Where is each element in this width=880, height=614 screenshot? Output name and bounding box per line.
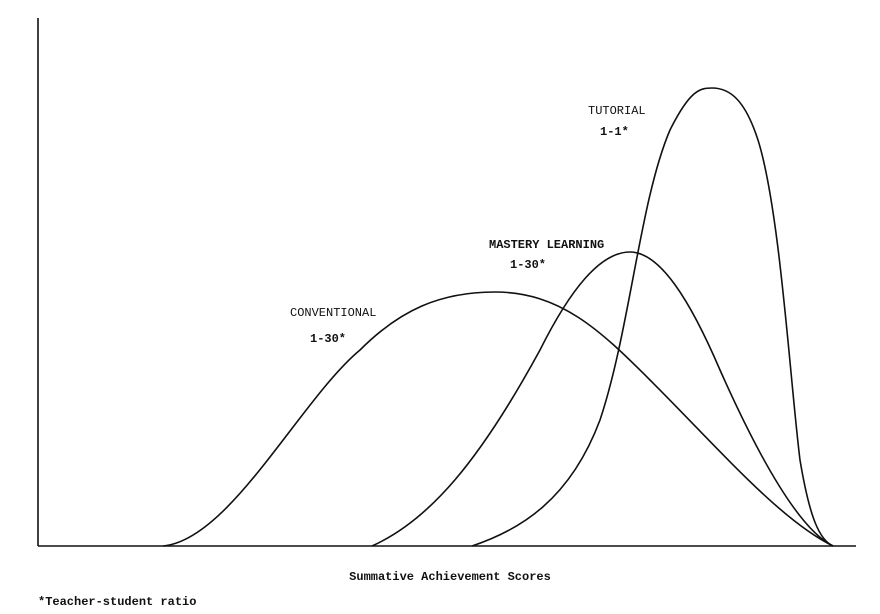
curve-ratio: 1-1*: [600, 125, 629, 139]
curve-ratio: 1-30*: [310, 332, 346, 346]
conventional-curve: [162, 291, 834, 547]
curve-label: TUTORIAL: [588, 104, 646, 118]
curve-label: CONVENTIONAL: [290, 306, 376, 320]
curve-ratio: 1-30*: [510, 258, 546, 272]
curve-label: MASTERY LEARNING: [489, 238, 604, 252]
tutorial-curve: [471, 87, 834, 547]
mastery-curve: [371, 251, 834, 547]
x-axis-label: Summative Achievement Scores: [349, 570, 551, 584]
footnote: *Teacher-student ratio: [38, 595, 196, 609]
